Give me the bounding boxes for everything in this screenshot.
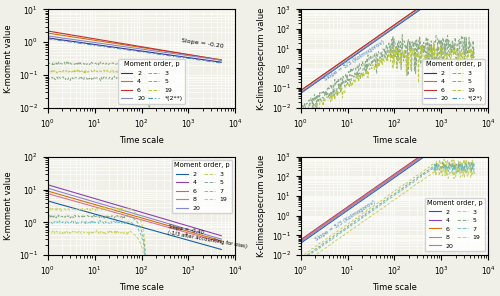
Legend: 2, 4, 6, 20, 3, 5, 19, *(2*): 2, 4, 6, 20, 3, 5, 19, *(2*): [422, 59, 486, 104]
Y-axis label: K-moment value: K-moment value: [4, 24, 13, 93]
Y-axis label: K-climacospecrum value: K-climacospecrum value: [257, 7, 266, 110]
Y-axis label: K-moment value: K-moment value: [4, 172, 13, 240]
X-axis label: Time scale: Time scale: [372, 283, 417, 292]
X-axis label: Time scale: Time scale: [372, 136, 417, 144]
Legend: 2, 4, 6, 8, 20, 3, 5, 7, 19: 2, 4, 6, 8, 20, 3, 5, 7, 19: [172, 160, 232, 213]
X-axis label: Time scale: Time scale: [119, 136, 164, 144]
Legend: 2, 4, 6, 20, 3, 5, 19, *(2**): 2, 4, 6, 20, 3, 5, 19, *(2**): [118, 59, 185, 104]
Text: Slope = 5/3 (Kolmogorov): Slope = 5/3 (Kolmogorov): [314, 199, 377, 242]
Y-axis label: K-climacospecrum value: K-climacospecrum value: [257, 155, 266, 257]
Text: Slope = -0.20: Slope = -0.20: [181, 38, 224, 49]
X-axis label: Time scale: Time scale: [119, 283, 164, 292]
Text: Slope = 5/3 (Kolmogorov): Slope = 5/3 (Kolmogorov): [323, 40, 385, 82]
Legend: 2, 4, 6, 8, 20, 3, 5, 7, 19: 2, 4, 6, 8, 20, 3, 5, 7, 19: [424, 197, 486, 251]
Text: Slope = -0.40
(-1/3 after accounting for bias): Slope = -0.40 (-1/3 after accounting for…: [167, 224, 248, 249]
